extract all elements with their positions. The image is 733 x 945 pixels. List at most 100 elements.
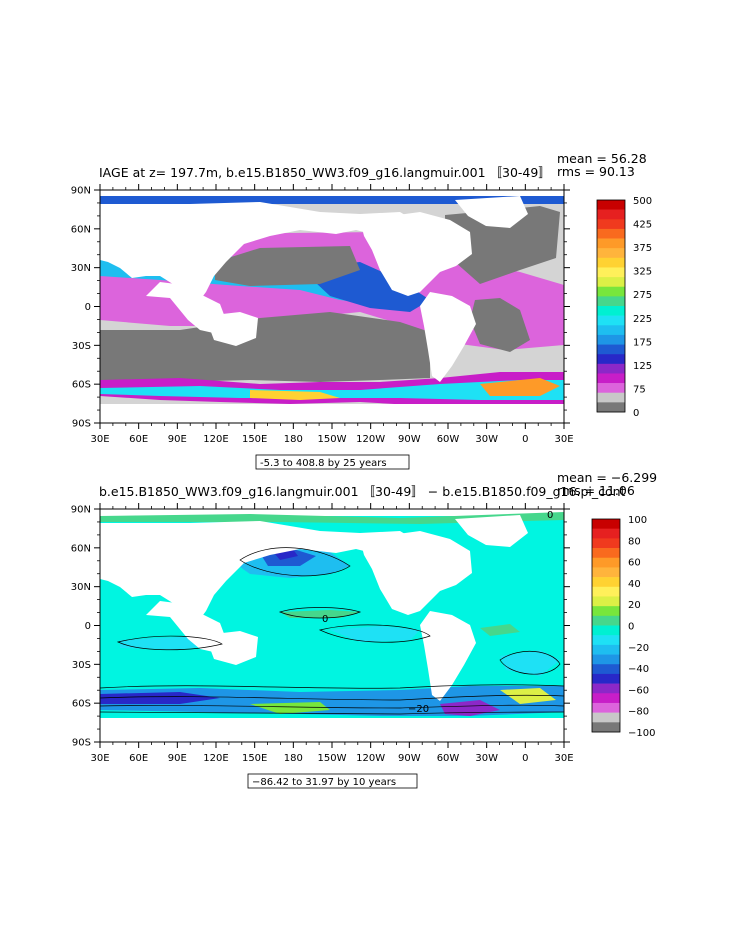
panel1-antarctica [100,404,564,423]
colorbar-swatch [592,722,620,733]
colorbar-label: 80 [628,536,641,547]
colorbar-label: 20 [628,600,641,611]
x-tick-label: 30W [475,753,498,764]
colorbar-swatch [592,519,620,529]
panel2-southern-purple [440,700,500,716]
panel1-range-label: -5.3 to 408.8 by 25 years [260,458,387,469]
colorbar-label: −40 [628,664,649,675]
panel2-y-axis: 90N 60N 30N 0 30S 60S 90S [71,505,570,749]
x-tick-label: 180 [284,753,303,764]
colorbar-swatch [592,702,620,713]
panel1-x-axis: 30E 60E 90E 120E 150E 180 150W 120W 90W 60W 30W 0 30… [90,184,574,445]
panel2-southern-yellow [500,688,556,704]
panel2-arctic-land [100,509,564,516]
y-tick-label: 30S [72,341,91,352]
colorbar-swatch [592,712,620,723]
y-tick-label: 90S [72,738,91,749]
x-tick-label: 30W [475,434,498,445]
colorbar-label: 125 [633,361,652,372]
panel2-antarctica [100,718,564,742]
panel1-southern-cyan [100,380,564,400]
panel-difference: b.e15.B1850_WW3.f09_g16.langmuir.001 〚30… [71,470,657,789]
panel1-gray-natl [445,206,560,284]
panel1-map [99,189,565,424]
panel2-range-box [247,773,418,789]
colorbar-swatch [597,219,625,230]
panel2-contour-eq [278,607,362,619]
colorbar-swatch [592,567,620,578]
panel2-mean: mean = −6.299 [557,470,657,485]
panel2-eq-green [280,610,360,618]
y-tick-label: 60S [72,699,91,710]
colorbar-label: 75 [633,384,646,395]
y-tick-label: 30S [72,660,91,671]
panel1-y-axis: 90N 60N 30N 0 30S 60S 90S [71,186,570,430]
x-tick-label: 60E [129,434,148,445]
y-tick-label: 0 [85,621,91,632]
x-tick-label: 150W [318,434,347,445]
colorbar-swatch [597,315,625,326]
colorbar-label: 225 [633,314,652,325]
panel1-gray-npac [215,246,360,286]
colorbar-frame [591,518,621,733]
colorbar-swatch [597,392,625,403]
x-tick-label: 90E [168,434,187,445]
panel1-land-greenland [455,196,528,228]
y-tick-label: 90N [71,505,91,516]
colorbar-swatch [597,286,625,297]
panel2-land-samerica [420,611,476,701]
x-tick-label: 150E [242,753,267,764]
x-tick-label: 30E [554,434,573,445]
panel1-colorbar: 500 425 375 325 275 225 175 125 75 0 [596,196,652,419]
x-tick-label: 0 [522,434,528,445]
colorbar-swatch [592,606,620,617]
colorbar-swatch [592,664,620,675]
colorbar-swatch [597,402,625,413]
x-tick-label: 150E [242,434,267,445]
panel2-contour-eqpac [318,624,431,643]
colorbar-swatch [597,200,625,210]
panel2-land-namerica [360,531,472,615]
panel2-range-label: −86.42 to 31.97 by 10 years [252,777,396,788]
panel1-southern-yellow-1 [250,390,340,400]
panel2-contour-satl [499,650,561,675]
panel1-southern-orange [480,378,560,396]
x-tick-label: 30E [90,434,109,445]
colorbar-swatch [592,683,620,694]
panel2-contour-so-2 [99,694,565,701]
x-tick-label: 120E [203,753,228,764]
colorbar-swatch [592,693,620,704]
panel2-atl-green [480,624,520,636]
panel1-land-eurasia [100,202,420,300]
panel1-land-samerica [420,292,476,382]
colorbar-swatch [597,238,625,249]
colorbar-swatch [592,615,620,626]
y-tick-label: 60N [71,543,91,554]
x-tick-label: 120W [356,753,385,764]
colorbar-swatch [592,538,620,549]
panel2-land-eurasia [100,521,420,619]
colorbar-swatch [592,654,620,665]
x-tick-label: 150W [318,753,347,764]
panel2-contour-npac [239,547,351,577]
panel2-southern-green [250,702,330,714]
x-tick-label: 180 [284,434,303,445]
y-tick-label: 30N [71,263,91,274]
colorbar-swatch [592,557,620,568]
colorbar-swatch [592,625,620,636]
panel2-contour-label-1: 0 [547,510,553,521]
colorbar-label: 0 [633,408,639,419]
colorbar-swatch [597,325,625,336]
colorbar-swatch [597,228,625,239]
panel1-gray-spac [100,312,430,384]
x-tick-label: 60W [437,434,460,445]
colorbar-label: 425 [633,220,652,231]
panel1-gray-satl [470,298,530,352]
colorbar-swatch [597,267,625,278]
y-tick-label: 0 [85,302,91,313]
colorbar-swatch [592,644,620,655]
panel2-satl-cyan [500,650,560,676]
panel2-contour-label-3: −20 [408,704,429,715]
x-tick-label: 120W [356,434,385,445]
colorbar-label: −20 [628,643,649,654]
